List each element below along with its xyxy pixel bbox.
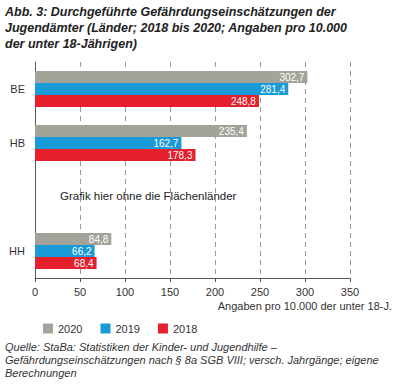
- svg-text:2020: 2020: [58, 323, 82, 335]
- svg-text:235,4: 235,4: [219, 126, 244, 137]
- svg-text:178,3: 178,3: [167, 150, 192, 161]
- svg-text:162,7: 162,7: [153, 138, 178, 149]
- svg-text:50: 50: [74, 286, 86, 298]
- svg-text:150: 150: [161, 286, 179, 298]
- svg-text:2018: 2018: [173, 323, 197, 335]
- svg-text:84,8: 84,8: [89, 234, 109, 245]
- svg-text:302,7: 302,7: [279, 72, 304, 83]
- svg-text:68,4: 68,4: [74, 258, 94, 269]
- svg-text:66,2: 66,2: [72, 246, 92, 257]
- svg-text:2019: 2019: [115, 323, 139, 335]
- svg-text:der unter 18-Jährigen): der unter 18-Jährigen): [5, 37, 137, 51]
- svg-text:Grafik hier ohne die Flächenlä: Grafik hier ohne die Flächenländer: [60, 190, 237, 202]
- svg-text:Abb. 3: Durchgeführte Gefährdu: Abb. 3: Durchgeführte Gefährdungseinschä…: [4, 5, 339, 19]
- svg-text:Angaben pro 10.000 der unter 1: Angaben pro 10.000 der unter 18-J.: [218, 300, 392, 312]
- svg-text:250: 250: [251, 286, 269, 298]
- svg-text:Berechnungen: Berechnungen: [5, 367, 77, 379]
- svg-text:100: 100: [116, 286, 134, 298]
- svg-text:HH: HH: [9, 245, 25, 257]
- svg-text:Gefährdungseinschätzungen nach: Gefährdungseinschätzungen nach § 8a SGB …: [5, 354, 382, 366]
- svg-text:0: 0: [32, 286, 38, 298]
- svg-text:350: 350: [341, 286, 359, 298]
- svg-text:BE: BE: [10, 83, 25, 95]
- svg-text:300: 300: [296, 286, 314, 298]
- svg-text:HB: HB: [10, 137, 25, 149]
- svg-text:281,4: 281,4: [260, 84, 285, 95]
- svg-text:Quelle: StaBa: Statistiken der: Quelle: StaBa: Statistiken der Kinder- u…: [5, 341, 280, 353]
- svg-text:248,8: 248,8: [231, 96, 256, 107]
- svg-text:200: 200: [206, 286, 224, 298]
- svg-text:Jugendämter (Länder; 2018 bis: Jugendämter (Länder; 2018 bis 2020; Anga…: [5, 21, 351, 35]
